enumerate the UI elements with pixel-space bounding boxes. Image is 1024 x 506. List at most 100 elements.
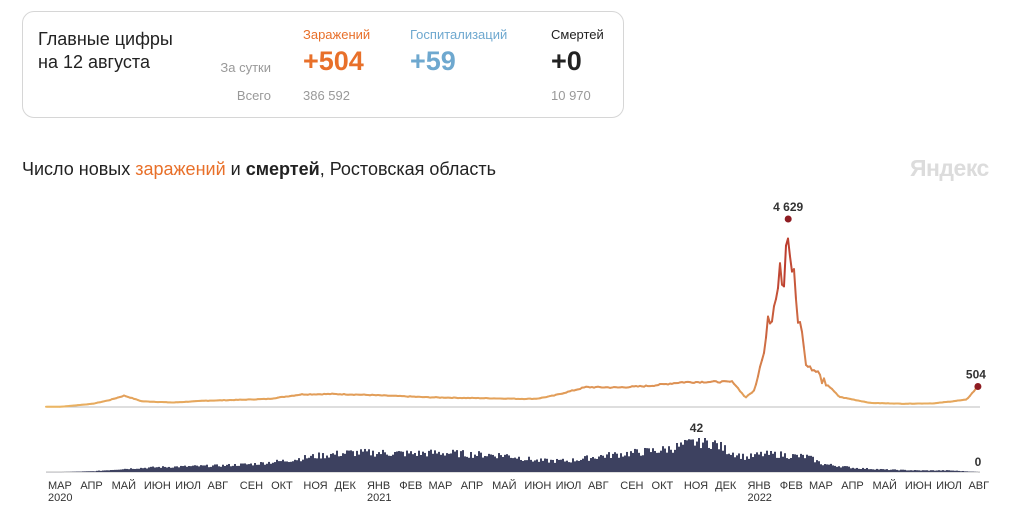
deaths-bar: [404, 456, 406, 472]
deaths-bar: [766, 450, 768, 472]
deaths-bar: [784, 453, 786, 472]
infections-line-segment: [759, 359, 763, 368]
deaths-bar: [400, 451, 402, 472]
deaths-bar: [644, 447, 646, 472]
deaths-bar: [592, 456, 594, 472]
deaths-bar: [520, 459, 522, 472]
deaths-bar: [596, 458, 598, 472]
deaths-bar: [402, 451, 404, 472]
deaths-bar: [946, 470, 948, 472]
deaths-bar: [414, 452, 416, 472]
infections-total: 386 592: [303, 88, 350, 103]
month-label: ОКТ: [271, 480, 293, 492]
deaths-bar: [394, 451, 396, 472]
deaths-bar: [870, 469, 872, 472]
deaths-bar: [238, 465, 240, 472]
deaths-bar: [728, 453, 730, 472]
chart-title-middle: и: [225, 159, 246, 179]
deaths-bar: [780, 451, 782, 472]
deaths-bar: [618, 457, 620, 472]
deaths-bar: [928, 470, 930, 472]
deaths-bar: [756, 452, 758, 472]
deaths-bar: [952, 470, 954, 472]
deaths-bar: [442, 453, 444, 472]
deaths-bar: [328, 457, 330, 472]
month-label: СЕН: [620, 480, 643, 492]
deaths-bar: [466, 456, 468, 472]
deaths-bar: [578, 460, 580, 472]
deaths-bar: [366, 451, 368, 472]
deaths-bar: [552, 459, 554, 472]
deaths-bar: [706, 440, 708, 472]
deaths-bar: [764, 453, 766, 472]
month-label: АВГ: [968, 480, 989, 492]
deaths-bar: [924, 470, 926, 472]
deaths-bar: [916, 470, 918, 472]
chart-title-prefix: Число новых: [22, 159, 136, 179]
deaths-bar: [470, 451, 472, 472]
deaths-bar: [910, 470, 912, 472]
deaths-bar: [548, 462, 550, 472]
deaths-bar: [898, 470, 900, 472]
deaths-bar: [268, 461, 270, 472]
deaths-bar: [334, 454, 336, 472]
deaths-bar: [818, 461, 820, 472]
deaths-bar: [184, 465, 186, 472]
deaths-bar: [778, 457, 780, 472]
deaths-bar: [716, 443, 718, 472]
deaths-bar: [500, 455, 502, 472]
deaths-bar: [826, 464, 828, 472]
deaths-bar: [936, 470, 938, 472]
deaths-bar: [808, 455, 810, 472]
deaths-bar: [352, 451, 354, 472]
deaths-bar: [796, 454, 798, 472]
deaths-bar: [864, 468, 866, 472]
month-label: МАЙ: [492, 479, 516, 492]
month-label: НОЯ: [684, 480, 708, 492]
deaths-bar: [880, 468, 882, 472]
deaths-bar: [212, 465, 214, 472]
deaths-bar: [384, 452, 386, 472]
deaths-bar: [474, 454, 476, 472]
deaths-bar: [632, 452, 634, 472]
deaths-bar: [102, 470, 104, 472]
deaths-bar: [452, 449, 454, 472]
deaths-bar: [302, 459, 304, 472]
deaths-bar: [642, 455, 644, 472]
deaths-bar: [640, 455, 642, 472]
deaths-bar: [950, 470, 952, 472]
deaths-bar: [206, 464, 208, 472]
deaths-bar: [934, 470, 936, 472]
deaths-bar: [150, 466, 152, 472]
deaths-bar: [430, 449, 432, 472]
deaths-bar: [204, 465, 206, 472]
deaths-bar: [110, 470, 112, 472]
deaths-bar: [136, 468, 138, 472]
deaths-bar: [198, 466, 200, 472]
deaths-bar: [636, 449, 638, 472]
deaths-bar: [558, 459, 560, 472]
deaths-bar: [434, 450, 436, 472]
deaths-bar: [790, 457, 792, 472]
deaths-bar: [536, 459, 538, 472]
deaths-bar: [412, 454, 414, 472]
deaths-bar: [840, 467, 842, 472]
deaths-bar: [290, 461, 292, 472]
deaths-bar: [186, 466, 188, 472]
deaths-bar: [794, 454, 796, 472]
deaths-bar: [944, 470, 946, 472]
deaths-bar: [84, 471, 86, 472]
deaths-bar: [922, 470, 924, 472]
month-label: ФЕВ: [399, 480, 422, 492]
deaths-bar: [244, 463, 246, 472]
deaths-bar: [392, 454, 394, 472]
deaths-bar: [468, 457, 470, 472]
deaths-bar: [506, 454, 508, 472]
deaths-bar: [930, 470, 932, 472]
deaths-bar: [602, 455, 604, 472]
deaths-bar: [178, 467, 180, 472]
deaths-bar: [296, 460, 298, 472]
month-label: СЕН: [240, 480, 263, 492]
deaths-bar: [850, 468, 852, 472]
